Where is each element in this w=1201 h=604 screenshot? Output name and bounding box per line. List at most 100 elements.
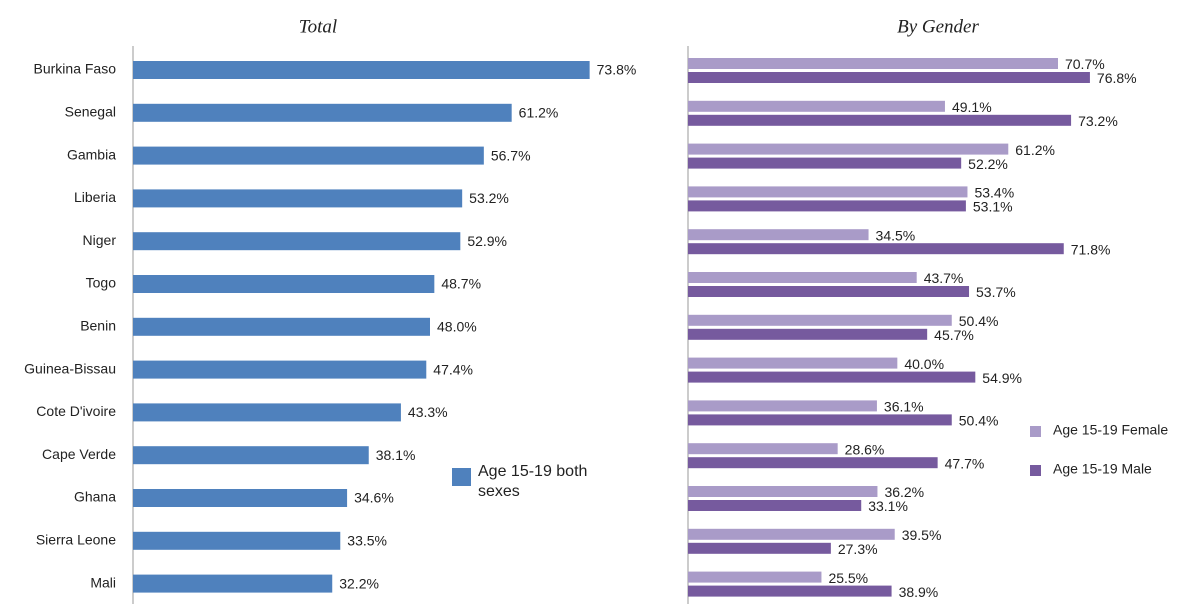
data-label: 61.2% — [519, 105, 559, 121]
bar — [133, 61, 590, 79]
bar — [688, 243, 1064, 255]
data-label: 50.4% — [959, 313, 999, 329]
bar — [688, 143, 1009, 155]
bar — [688, 186, 968, 198]
bar — [133, 574, 333, 593]
data-label: 73.8% — [597, 62, 637, 78]
bar — [688, 114, 1072, 126]
data-label: 53.2% — [469, 190, 509, 206]
data-label: 28.6% — [845, 441, 885, 457]
bar — [688, 229, 869, 241]
bar — [688, 371, 976, 383]
data-label: 61.2% — [1015, 142, 1055, 158]
bar — [133, 360, 427, 379]
data-label: 43.7% — [924, 270, 964, 286]
bar — [688, 400, 877, 412]
data-label: 54.9% — [982, 370, 1022, 386]
bar — [688, 58, 1058, 69]
bar — [688, 486, 878, 497]
data-label: 39.5% — [902, 527, 942, 543]
chart-title: Total — [299, 16, 337, 37]
bar — [133, 403, 401, 422]
y-tick-label: Benin — [80, 318, 116, 334]
bar — [688, 200, 966, 212]
bar — [688, 542, 831, 554]
data-label: 34.6% — [354, 490, 394, 506]
bar — [133, 531, 341, 550]
data-label: 33.1% — [868, 498, 908, 514]
data-label: 47.4% — [433, 361, 473, 377]
y-tick-label: Guinea-Bissau — [24, 360, 116, 376]
bar — [688, 457, 938, 469]
bar — [133, 232, 461, 251]
data-label: 73.2% — [1078, 113, 1118, 129]
bar — [688, 272, 917, 283]
data-label: 71.8% — [1071, 241, 1111, 257]
y-tick-label: Mali — [90, 574, 116, 590]
y-tick-label: Liberia — [74, 189, 116, 205]
data-label: 53.7% — [976, 284, 1016, 300]
data-label: 49.1% — [952, 99, 992, 115]
bar — [688, 314, 952, 326]
y-tick-label: Cape Verde — [42, 446, 116, 462]
data-label: 43.3% — [408, 404, 448, 420]
bar — [133, 103, 512, 122]
data-label: 47.7% — [945, 455, 985, 471]
data-label: 40.0% — [904, 356, 944, 372]
y-tick-label: Ghana — [74, 489, 116, 505]
bar — [688, 328, 928, 340]
bar — [688, 414, 952, 426]
bar — [688, 72, 1090, 83]
data-label: 38.9% — [899, 584, 939, 600]
bar — [688, 157, 962, 169]
y-tick-label: Togo — [86, 275, 117, 291]
data-label: 76.8% — [1097, 70, 1137, 86]
bar — [133, 317, 430, 336]
data-label: 32.2% — [339, 575, 379, 591]
bar — [133, 489, 348, 507]
bar — [688, 357, 898, 369]
data-label: 36.1% — [884, 399, 924, 415]
chart-title: By Gender — [897, 16, 979, 37]
data-label: 52.9% — [467, 233, 507, 249]
data-label: 45.7% — [934, 327, 974, 343]
y-tick-label: Sierra Leone — [36, 532, 116, 548]
bar — [133, 146, 484, 165]
data-label: 25.5% — [828, 570, 868, 586]
data-label: 36.2% — [884, 484, 924, 500]
y-tick-label: Cote D'ivoire — [36, 403, 116, 419]
bar — [688, 571, 822, 583]
data-label: 50.4% — [959, 413, 999, 429]
bar — [688, 528, 895, 540]
legend-label: Age 15-19 Female — [1053, 422, 1168, 438]
bar — [133, 446, 369, 465]
data-label: 56.7% — [491, 147, 531, 163]
data-label: 48.0% — [437, 319, 477, 335]
bar — [133, 189, 463, 208]
y-tick-label: Gambia — [67, 146, 116, 162]
data-label: 53.1% — [973, 199, 1013, 215]
legend-swatch — [1030, 465, 1041, 476]
y-tick-label: Senegal — [65, 104, 116, 120]
bar — [688, 286, 970, 297]
data-label: 53.4% — [974, 185, 1014, 201]
data-label: 33.5% — [347, 533, 387, 549]
bar — [133, 275, 435, 293]
bar — [688, 443, 838, 455]
bar — [688, 500, 862, 511]
data-label: 27.3% — [838, 541, 878, 557]
legend-swatch — [1030, 426, 1041, 437]
legend-label: Age 15-19 Male — [1053, 461, 1152, 477]
legend-swatch — [452, 468, 471, 486]
bar — [688, 585, 892, 597]
bar — [688, 100, 945, 112]
data-label: 48.7% — [441, 276, 481, 292]
y-tick-label: Burkina Faso — [34, 61, 117, 77]
data-label: 34.5% — [876, 227, 916, 243]
data-label: 38.1% — [376, 447, 416, 463]
y-tick-label: Niger — [83, 232, 117, 248]
data-label: 52.2% — [968, 156, 1008, 172]
data-label: 70.7% — [1065, 56, 1105, 72]
